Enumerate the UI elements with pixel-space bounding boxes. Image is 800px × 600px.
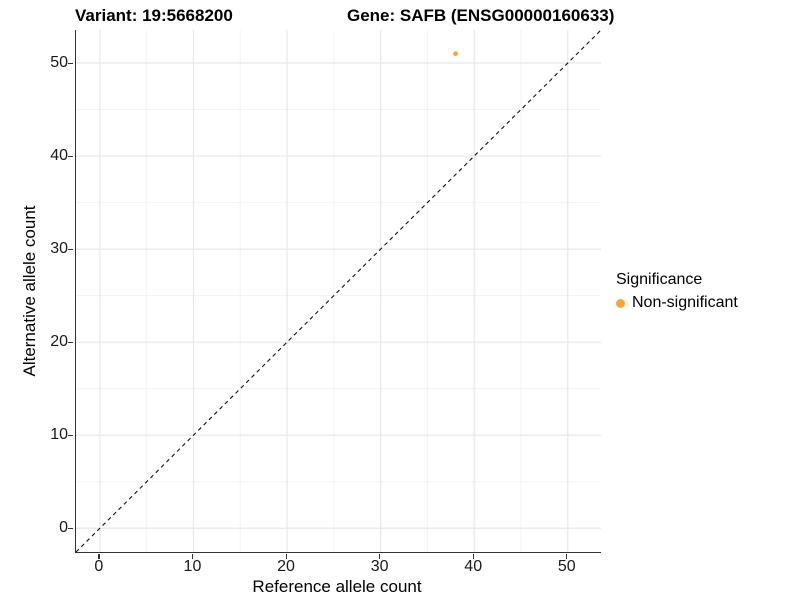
y-tick-label: 40: [50, 147, 68, 165]
legend-title: Significance: [616, 271, 703, 288]
variant-title: Variant: 19:5668200: [75, 6, 233, 25]
x-tick-mark: [98, 553, 100, 559]
y-tick-mark: [68, 62, 74, 64]
y-tick-mark: [68, 155, 74, 157]
legend: Significance Non-significant: [616, 271, 738, 312]
x-tick-label: 20: [277, 558, 295, 575]
plot-canvas: [75, 29, 602, 553]
x-tick-mark: [285, 553, 287, 559]
y-tick-label: 50: [50, 54, 68, 72]
x-tick-label: 40: [464, 558, 483, 575]
y-tick-mark: [68, 527, 74, 529]
y-tick-label: 20: [50, 333, 68, 351]
x-tick-mark: [566, 553, 568, 559]
x-tick-label: 50: [557, 558, 576, 575]
x-tick-mark: [379, 553, 381, 559]
data-point: [453, 51, 458, 57]
x-tick-label: 10: [183, 558, 202, 575]
legend-entry: Non-significant: [616, 294, 738, 312]
y-axis-label: Alternative allele count: [20, 205, 39, 377]
x-tick-label: 30: [370, 558, 389, 575]
plot-panel: [75, 29, 602, 553]
y-tick-label: 30: [50, 240, 68, 258]
gene-title: Gene: SAFB (ENSG00000160633): [347, 6, 615, 25]
y-tick-mark: [68, 434, 74, 436]
x-tick-label: 0: [94, 558, 104, 575]
legend-point-icon: [616, 298, 625, 308]
y-tick-label: 0: [59, 519, 68, 537]
x-tick-mark: [191, 553, 194, 559]
x-tick-mark: [472, 553, 474, 559]
identity-dashed-line: [75, 29, 602, 553]
legend-entry-label: Non-significant: [632, 294, 738, 311]
y-tick-mark: [68, 341, 74, 343]
y-tick-mark: [68, 248, 74, 250]
y-tick-label: 10: [50, 426, 68, 444]
x-axis-label: Reference allele count: [252, 577, 422, 596]
